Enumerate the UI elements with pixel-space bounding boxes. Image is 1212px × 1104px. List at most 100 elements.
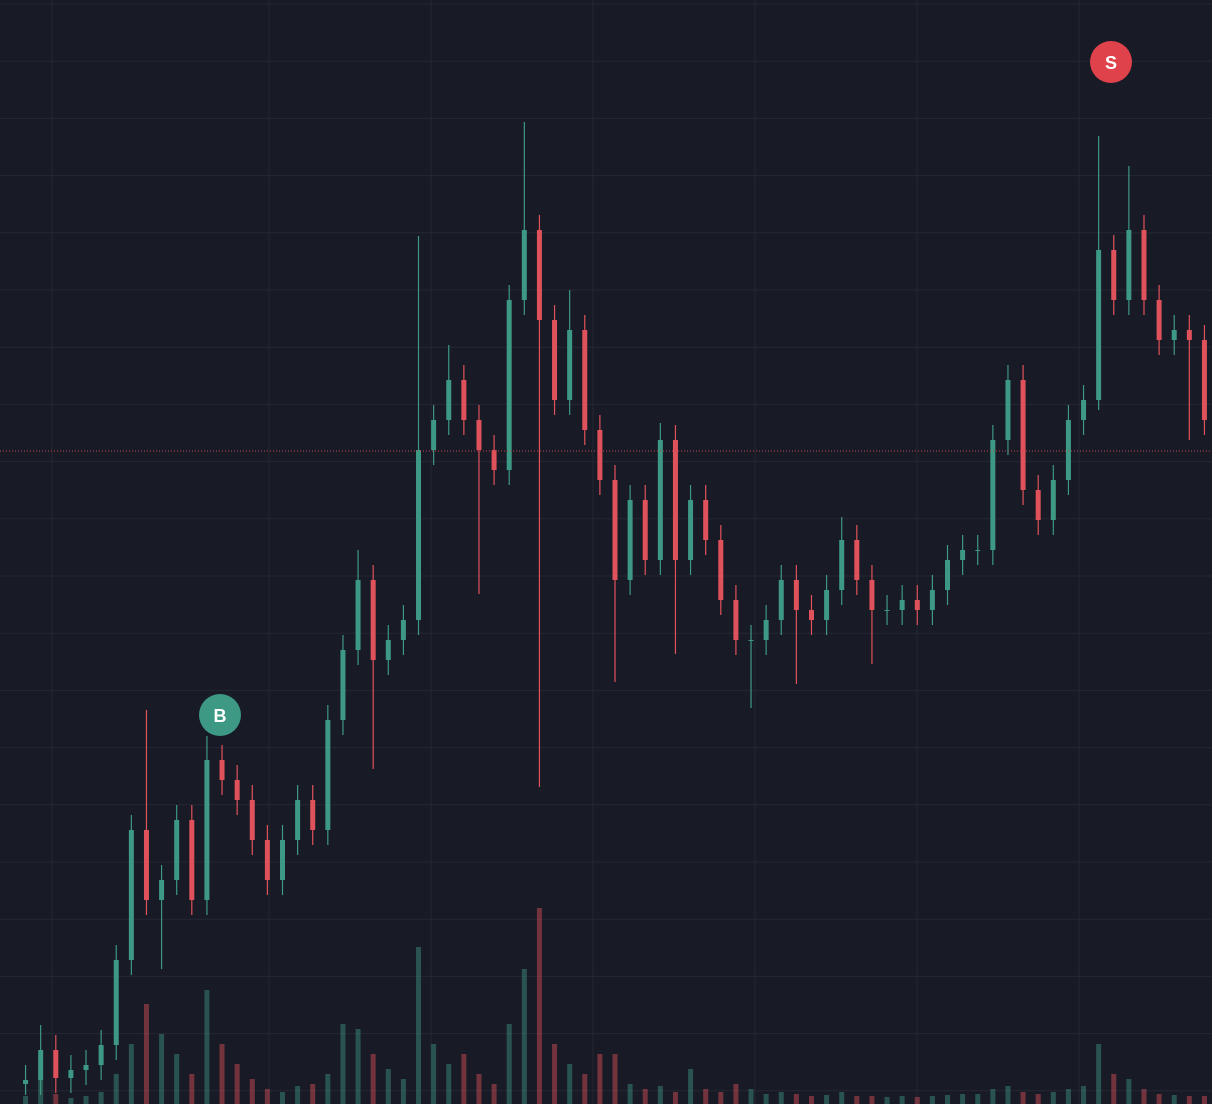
volume-bar [869,1096,875,1104]
candle-body [1141,230,1147,300]
volume-bar [400,1079,406,1104]
candle-body [461,380,467,420]
volume-bar [718,1092,724,1104]
volume-bar [1141,1089,1147,1104]
volume-bar [325,1074,331,1104]
volume-bar [128,1044,134,1104]
volume-bar [808,1096,814,1104]
volume-bar [582,1074,588,1104]
volume-bar [778,1092,784,1104]
volume-pane [23,908,1207,1104]
volume-bar [536,908,542,1104]
volume-bar [597,1054,603,1104]
candle-body [597,430,603,480]
volume-bar [1171,1095,1177,1104]
candle-body [1050,480,1056,520]
candle-body [234,780,240,800]
candle-body [83,1065,89,1070]
candle-body [264,840,270,880]
volume-bar [159,1034,165,1104]
volume-bar [975,1094,981,1104]
candle-body [688,500,694,560]
volume-bar [340,1024,346,1104]
candle-body [68,1070,74,1078]
volume-bar [1035,1094,1041,1104]
candle-body [295,800,301,840]
volume-bar [521,969,527,1104]
volume-bar [567,1064,573,1104]
candle-body [793,580,799,610]
volume-bar [1126,1079,1132,1104]
candle-body [778,580,784,620]
candle-body [567,330,573,400]
volume-bar [1186,1096,1192,1104]
candle-body [159,880,165,900]
candle-body [824,590,830,620]
candle-body [506,300,512,470]
candle-body [536,230,542,320]
candle-body [249,800,255,840]
candle-body [854,540,860,580]
candle-body [733,600,739,640]
candle-body [113,960,119,1045]
candle-body [446,380,452,420]
candle-body [808,610,814,620]
volume-bar [370,1054,376,1104]
volume-bar [748,1089,754,1104]
candle-body [763,620,769,640]
marker-sell: S [1090,41,1132,83]
candle-body [703,500,709,540]
candle-body [582,330,588,430]
volume-bar [113,1074,119,1104]
volume-bar [68,1098,74,1104]
candle-body [960,550,966,560]
candle-body [1201,340,1207,420]
candle-body [884,610,890,611]
candle-body [929,590,935,610]
volume-bar [733,1084,739,1104]
candle-body [914,600,920,610]
candle-body [899,600,905,610]
volume-bar [1096,1044,1102,1104]
candle-body [672,440,678,560]
volume-bar [763,1094,769,1104]
candle-body [1156,300,1162,340]
volume-bar [476,1074,482,1104]
volume-bar [1156,1094,1162,1104]
candle-body [1035,490,1041,520]
volume-bar [295,1086,301,1104]
candle-body [143,830,149,900]
candle-body [1186,330,1192,340]
candle-body [38,1050,44,1080]
candle-body [945,560,951,590]
volume-bar [672,1092,678,1104]
volume-bar [174,1054,180,1104]
volume-bar [839,1092,845,1104]
volume-bar [249,1079,255,1104]
candle-body [370,580,376,660]
volume-bar [612,1054,618,1104]
volume-bar [1020,1092,1026,1104]
candle-body [642,500,648,560]
marker-label: S [1105,53,1117,73]
candle-body [431,420,437,450]
candle-body [174,820,180,880]
volume-bar [1111,1074,1117,1104]
volume-bar [945,1095,951,1104]
volume-bar [83,1096,89,1104]
volume-bar [854,1096,860,1104]
volume-bar [23,1096,29,1104]
candle-body [491,450,497,470]
candle-body [990,440,996,550]
volume-bar [1005,1086,1011,1104]
candle-body [128,830,134,960]
volume-bar [642,1089,648,1104]
candle-body [1065,420,1071,480]
candle-body [1096,250,1102,400]
marker-buy: B [199,694,241,736]
volume-bar [431,1044,437,1104]
volume-bar [189,1074,195,1104]
volume-bar [929,1096,935,1104]
